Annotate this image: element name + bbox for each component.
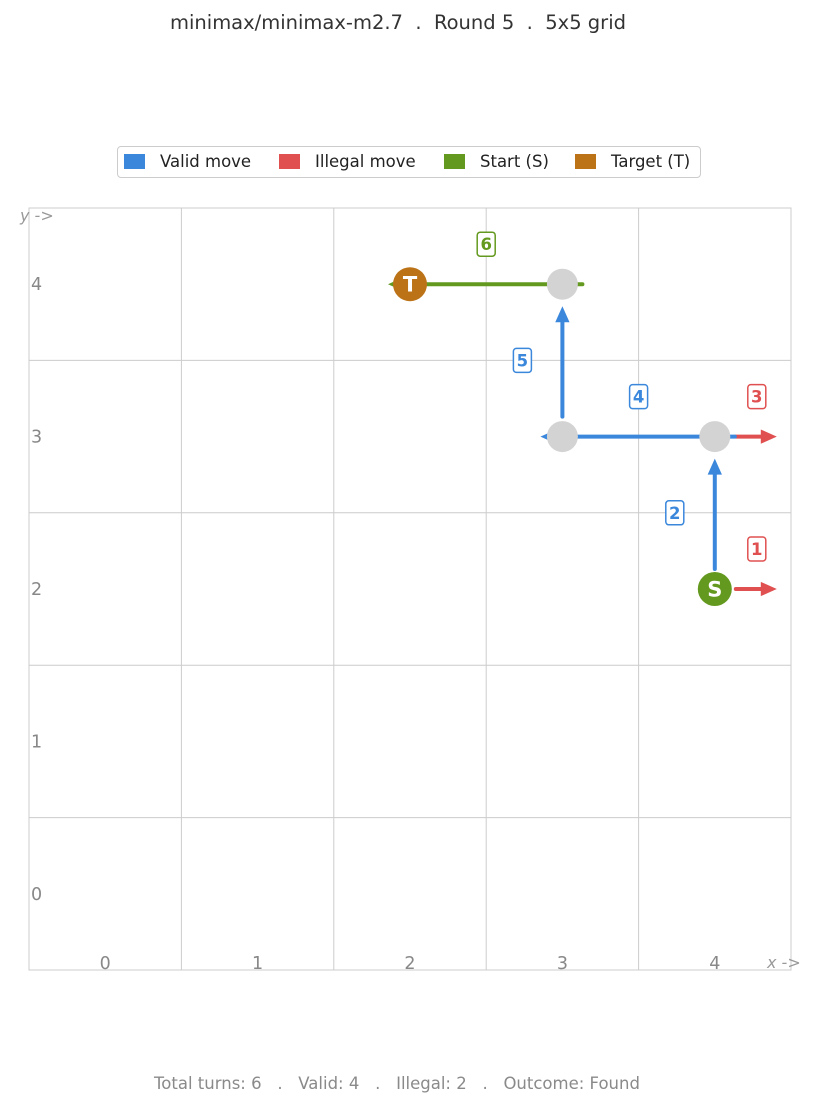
- summary-footer: Total turns: 6 . Valid: 4 . Illegal: 2 .…: [154, 1074, 640, 1093]
- turn-badge-label: 3: [751, 388, 762, 407]
- visited-cell-marker: [546, 268, 578, 300]
- turn-badge-box: [747, 383, 767, 410]
- turn-badges: 1 2 3 4 5 6: [476, 231, 767, 562]
- move-arrow-illegal: [733, 581, 777, 597]
- x-tick-label: 3: [557, 954, 568, 974]
- legend-label-target: Target (T): [611, 152, 691, 171]
- turn-badge-box: [628, 383, 649, 410]
- legend: Valid move Illegal move Start (S) Target…: [117, 146, 701, 178]
- target-node-label: T: [403, 273, 418, 297]
- legend-item-valid: Valid move: [124, 147, 251, 176]
- turn-badge: 5: [512, 347, 533, 374]
- page-title: minimax/minimax-m2.7 . Round 5 . 5x5 gri…: [170, 11, 626, 34]
- turn-badge-box: [747, 536, 767, 562]
- turn-badge-box: [512, 347, 533, 374]
- turn-badge-label: 5: [517, 351, 528, 370]
- arrow-head: [707, 458, 722, 475]
- arrow-head: [760, 429, 777, 444]
- turn-badge: 4: [628, 383, 649, 410]
- turn-badge: 3: [747, 383, 767, 410]
- target-node: T: [393, 267, 427, 302]
- move-arrow-valid: [707, 458, 722, 571]
- y-tick-label: 2: [31, 580, 42, 600]
- y-tick-label: 3: [31, 428, 42, 448]
- legend-swatch-valid: [124, 154, 145, 169]
- turn-badge: 2: [665, 500, 685, 526]
- target-node-circle: [393, 267, 427, 302]
- x-tick-label: 0: [100, 954, 111, 974]
- legend-swatch-target: [575, 154, 596, 169]
- start-node-circle: [697, 572, 732, 606]
- legend-label-start: Start (S): [480, 152, 549, 171]
- start-node: S: [697, 572, 732, 606]
- y-tick-label: 4: [31, 275, 42, 295]
- legend-item-illegal: Illegal move: [279, 147, 416, 176]
- legend-swatch-start: [444, 154, 465, 169]
- arrow-head: [555, 306, 570, 323]
- turn-badge-label: 4: [633, 388, 644, 407]
- x-tick-label: 1: [252, 954, 263, 974]
- move-arrow-illegal: [733, 429, 777, 444]
- legend-item-target: Target (T): [575, 147, 690, 176]
- legend-label-valid: Valid move: [160, 152, 252, 171]
- x-tick-label: 4: [709, 954, 720, 974]
- legend-item-start: Start (S): [444, 147, 549, 176]
- grid-lines: [28, 207, 792, 971]
- start-node-label: S: [707, 578, 722, 602]
- turn-badge-box: [476, 231, 496, 257]
- turn-badge-label: 1: [751, 540, 762, 559]
- axis-ticks: 0 1 2 3 4 0 1 2 3 4: [31, 275, 720, 974]
- visited-cell-marker: [546, 421, 578, 453]
- turn-badge-label: 2: [669, 504, 680, 523]
- arrow-head: [760, 581, 777, 597]
- grid-nodes: ST: [393, 267, 732, 606]
- legend-label-illegal: Illegal move: [315, 152, 416, 171]
- y-tick-label: 0: [31, 885, 42, 905]
- turn-badge-box: [665, 500, 685, 526]
- x-tick-label: 2: [404, 954, 415, 974]
- turn-badge: 1: [747, 536, 767, 562]
- x-axis-label: x ->: [766, 953, 801, 972]
- legend-swatch-illegal: [279, 154, 300, 169]
- y-tick-label: 1: [31, 732, 42, 752]
- turn-badge: 6: [476, 231, 496, 257]
- grid-border: [28, 207, 792, 971]
- turn-badge-label: 6: [480, 235, 491, 254]
- visited-cell-marker: [699, 421, 731, 453]
- y-axis-label: y ->: [19, 206, 54, 225]
- move-arrow-valid: [555, 306, 570, 419]
